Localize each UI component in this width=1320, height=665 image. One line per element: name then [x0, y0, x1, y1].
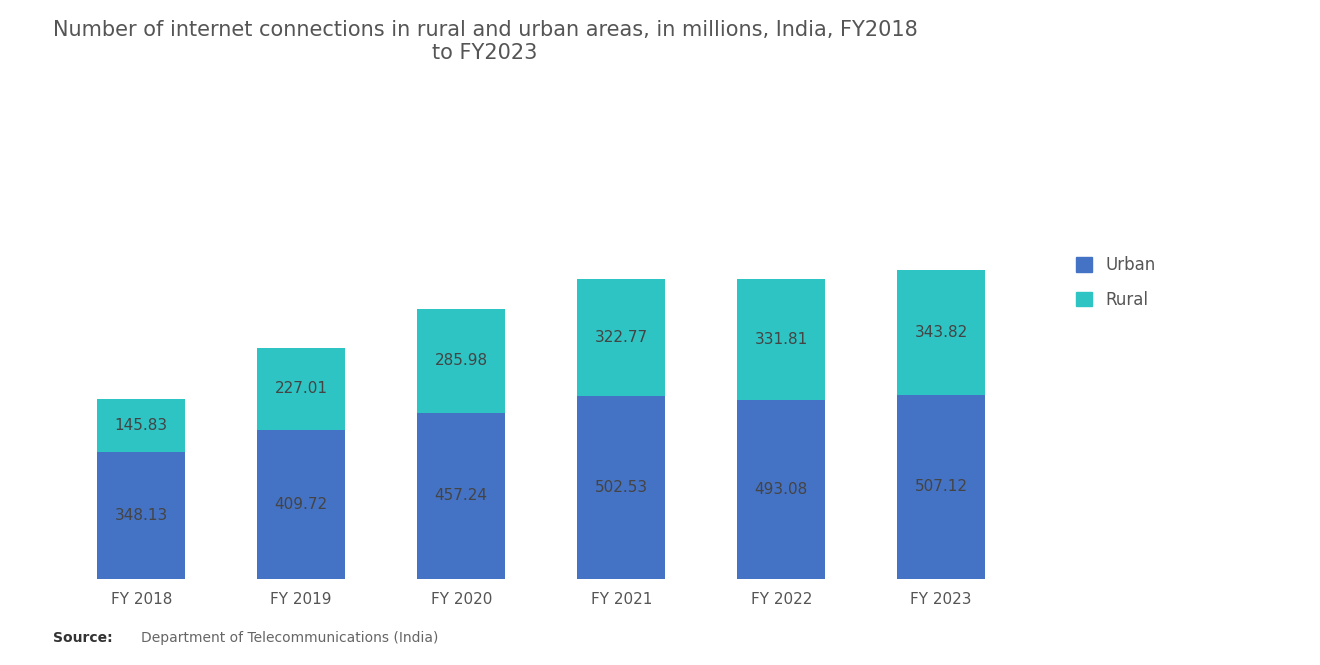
- Bar: [257, 348, 346, 430]
- Text: 331.81: 331.81: [755, 332, 808, 347]
- Bar: [577, 279, 665, 396]
- Text: 322.77: 322.77: [594, 331, 648, 345]
- Bar: [98, 452, 185, 579]
- Text: 343.82: 343.82: [915, 325, 968, 340]
- Text: 227.01: 227.01: [275, 381, 327, 396]
- Text: 409.72: 409.72: [275, 497, 327, 512]
- Bar: [417, 309, 506, 413]
- Legend: Urban, Rural: Urban, Rural: [1068, 248, 1164, 317]
- Text: 348.13: 348.13: [115, 508, 168, 523]
- Bar: [898, 270, 985, 394]
- Text: Department of Telecommunications (India): Department of Telecommunications (India): [141, 631, 438, 645]
- Text: Source:: Source:: [53, 631, 112, 645]
- Text: 502.53: 502.53: [594, 480, 648, 495]
- Bar: [257, 430, 346, 579]
- Bar: [737, 279, 825, 400]
- Bar: [737, 400, 825, 579]
- Bar: [898, 394, 985, 579]
- Text: 493.08: 493.08: [755, 481, 808, 497]
- Text: Number of internet connections in rural and urban areas, in millions, India, FY2: Number of internet connections in rural …: [53, 20, 917, 63]
- Bar: [417, 413, 506, 579]
- Text: 145.83: 145.83: [115, 418, 168, 434]
- Text: 507.12: 507.12: [915, 479, 968, 494]
- Text: 457.24: 457.24: [434, 488, 487, 503]
- Bar: [98, 400, 185, 452]
- Bar: [577, 396, 665, 579]
- Text: 285.98: 285.98: [434, 353, 488, 368]
